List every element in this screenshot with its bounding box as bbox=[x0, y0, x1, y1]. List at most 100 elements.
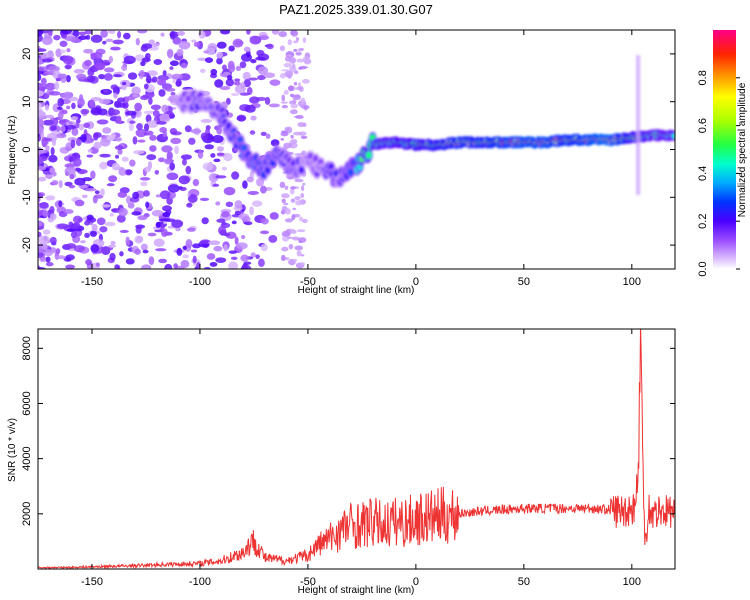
noise-blob bbox=[170, 73, 183, 80]
noise-blob bbox=[56, 106, 63, 110]
noise-blob bbox=[52, 103, 61, 113]
noise-blob bbox=[76, 118, 81, 124]
noise-blob bbox=[162, 70, 167, 77]
noise-blob bbox=[118, 207, 128, 217]
colorbar: 0.0 0.2 0.4 0.6 0.8 Normalized spectral ampl… bbox=[697, 30, 748, 277]
noise-blob bbox=[280, 137, 285, 141]
noise-blob bbox=[258, 35, 270, 41]
noise-blob bbox=[58, 180, 63, 189]
noise-blob bbox=[234, 78, 241, 82]
noise-blob bbox=[96, 217, 106, 226]
noise-blob bbox=[246, 30, 251, 35]
noise-blob bbox=[283, 89, 289, 95]
noise-blob bbox=[249, 96, 260, 104]
noise-blob bbox=[116, 102, 127, 108]
noise-blob bbox=[84, 187, 97, 192]
snr-y-tick-label: 6000 bbox=[21, 391, 33, 415]
noise-blob bbox=[60, 92, 70, 99]
noise-blob bbox=[216, 41, 227, 49]
noise-blob bbox=[247, 190, 259, 195]
noise-blob bbox=[75, 137, 82, 147]
figure-title: PAZ1.2025.339.01.30.G07 bbox=[279, 2, 433, 17]
noise-blob bbox=[132, 136, 138, 145]
snr-xlabel: Height of straight line (km) bbox=[298, 585, 415, 596]
noise-blob bbox=[45, 256, 51, 263]
noise-blob bbox=[295, 114, 304, 119]
noise-blob bbox=[127, 72, 138, 80]
noise-blob bbox=[103, 89, 108, 93]
noise-blob bbox=[125, 236, 130, 246]
noise-blob bbox=[90, 97, 102, 102]
noise-blob bbox=[191, 39, 197, 43]
noise-blob bbox=[169, 66, 174, 70]
noise-blob bbox=[223, 152, 233, 162]
noise-blob bbox=[125, 195, 132, 204]
noise-blob bbox=[53, 34, 61, 41]
noise-blob bbox=[169, 30, 176, 40]
noise-blob bbox=[300, 193, 305, 199]
noise-blob bbox=[104, 67, 115, 73]
noise-blob bbox=[70, 231, 77, 239]
noise-blob bbox=[118, 168, 128, 176]
noise-blob bbox=[114, 145, 124, 150]
noise-blob bbox=[159, 113, 171, 123]
noise-blob bbox=[283, 62, 292, 68]
noise-blob bbox=[99, 153, 111, 158]
noise-blob bbox=[107, 30, 116, 34]
noise-blob bbox=[293, 40, 299, 44]
snr-x-tick-label: -150 bbox=[81, 576, 103, 588]
noise-blob bbox=[287, 85, 294, 92]
noise-blob bbox=[57, 73, 68, 79]
noise-blob bbox=[93, 141, 102, 150]
noise-blob bbox=[292, 207, 297, 211]
noise-blob bbox=[260, 131, 267, 137]
noise-blob bbox=[243, 46, 251, 53]
noise-blob bbox=[72, 215, 83, 224]
noise-blob bbox=[193, 41, 201, 48]
noise-blob bbox=[48, 154, 58, 163]
noise-blob bbox=[89, 230, 97, 237]
noise-blob bbox=[301, 78, 310, 84]
noise-blob bbox=[110, 109, 121, 116]
noise-blob bbox=[223, 233, 231, 237]
spectrogram-y-tick-label: -20 bbox=[21, 237, 33, 253]
noise-blob bbox=[90, 52, 97, 57]
noise-blob bbox=[38, 176, 47, 182]
noise-blob bbox=[56, 255, 66, 260]
noise-blob bbox=[60, 30, 73, 35]
noise-blob bbox=[38, 124, 44, 134]
colorbar-tick-label: 0.6 bbox=[697, 118, 709, 133]
noise-blob bbox=[249, 206, 254, 216]
noise-blob bbox=[150, 104, 161, 111]
noise-blob bbox=[283, 142, 292, 149]
noise-blob bbox=[296, 58, 305, 63]
noise-blob bbox=[142, 249, 149, 254]
noise-blob bbox=[65, 243, 77, 249]
noise-blob bbox=[38, 156, 43, 162]
noise-blob bbox=[176, 247, 183, 256]
noise-blob bbox=[161, 228, 168, 238]
noise-blob bbox=[215, 201, 221, 206]
noise-blob bbox=[288, 243, 294, 250]
noise-blob bbox=[281, 232, 291, 237]
noise-blob bbox=[296, 229, 306, 233]
noise-blob bbox=[119, 229, 129, 233]
noise-blob bbox=[189, 193, 196, 199]
noise-blob bbox=[123, 55, 136, 65]
noise-blob bbox=[56, 223, 69, 229]
noise-blob bbox=[227, 74, 233, 80]
noise-blob bbox=[91, 223, 98, 232]
noise-blob bbox=[225, 201, 234, 208]
noise-blob bbox=[149, 145, 157, 152]
noise-blob bbox=[85, 259, 92, 266]
noise-blob bbox=[99, 226, 108, 233]
noise-blob bbox=[215, 175, 227, 179]
noise-blob bbox=[84, 232, 90, 238]
noise-blob bbox=[188, 137, 196, 145]
noise-blob bbox=[192, 255, 197, 264]
noise-blob bbox=[220, 30, 231, 35]
noise-blob bbox=[292, 258, 297, 263]
noise-blob bbox=[210, 153, 216, 158]
noise-blob bbox=[149, 134, 157, 141]
noise-blob bbox=[171, 219, 184, 228]
